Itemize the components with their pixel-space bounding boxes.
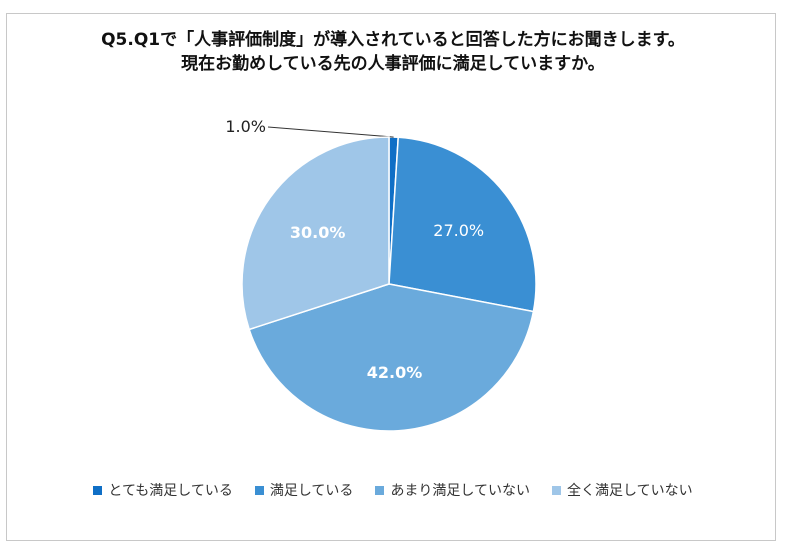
legend-item-3: あまり満足していない — [375, 480, 530, 500]
pie-leader-line-1 — [267, 126, 394, 138]
legend-item-4: 全く満足していない — [552, 480, 693, 500]
legend-item-2: 満足している — [254, 480, 354, 500]
pie-data-label-4: 30.0% — [290, 223, 346, 242]
pie-slice-2 — [388, 136, 537, 313]
chart-legend: とても満足している 満足している あまり満足していない 全く満足していない — [0, 480, 786, 500]
legend-label-2: 満足している — [269, 483, 354, 499]
pie-data-label-3: 42.0% — [367, 363, 423, 382]
legend-swatch-2 — [254, 485, 264, 495]
legend-swatch-3 — [375, 485, 385, 495]
pie-slice-3 — [248, 283, 535, 432]
pie-slice-4 — [241, 136, 390, 331]
legend-label-1: とても満足している — [108, 483, 233, 499]
legend-label-3: あまり満足していない — [390, 483, 531, 499]
legend-item-1: とても満足している — [93, 480, 233, 500]
chart-title-line-1: Q5.Q1で「人事評価制度」が導入されていると回答した方にお聞きします。 — [101, 30, 685, 50]
pie-data-label-2: 27.0% — [433, 221, 484, 240]
pie-data-label-1: 1.0% — [225, 117, 266, 136]
legend-swatch-4 — [552, 485, 562, 495]
legend-label-4: 全く満足していない — [567, 483, 693, 499]
legend-swatch-1 — [93, 485, 103, 495]
chart-title: Q5.Q1で「人事評価制度」が導入されていると回答した方にお聞きします。 現在お… — [0, 28, 786, 76]
chart-title-line-2: 現在お勤めしている先の人事評価に満足していますか。 — [181, 54, 605, 74]
